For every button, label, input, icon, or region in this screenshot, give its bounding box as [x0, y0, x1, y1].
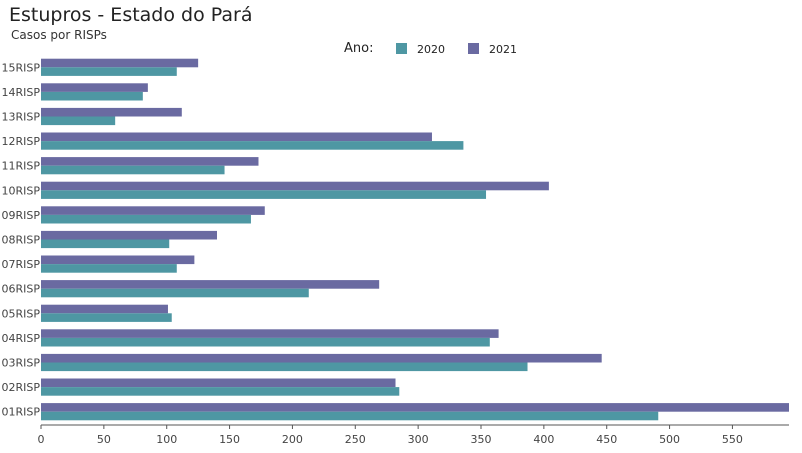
bar-09risp-2021: [41, 206, 265, 215]
bar-13risp-2020: [41, 116, 116, 126]
legend-item-2021[interactable]: 2021: [468, 43, 517, 56]
bar-12risp-2021: [41, 132, 432, 142]
x-tick-label: 250: [345, 433, 366, 446]
bar-13risp-2021: [41, 107, 182, 117]
y-tick-label: 07RISP: [2, 258, 41, 271]
bar-12risp-2020: [41, 141, 464, 150]
bar-14risp-2021: [41, 83, 148, 92]
y-tick-label: 11RISP: [2, 160, 41, 173]
legend-title: Ano:: [344, 41, 374, 56]
y-tick-label: 09RISP: [2, 209, 41, 222]
bar-01risp-2020: [41, 411, 659, 421]
chart-title: Estupros - Estado do Pará: [9, 4, 253, 26]
x-tick-label: 50: [97, 433, 111, 446]
bar-08risp-2021: [41, 230, 217, 240]
y-tick-label: 13RISP: [2, 111, 41, 124]
y-tick-label: 06RISP: [2, 283, 41, 296]
bar-14risp-2020: [41, 91, 143, 101]
y-tick-label: 12RISP: [2, 135, 41, 148]
bar-02risp-2020: [41, 387, 400, 396]
bar-10risp-2021: [41, 181, 549, 191]
x-tick-label: 150: [219, 433, 240, 446]
legend-label-2020: 2020: [417, 43, 445, 56]
bar-04risp-2021: [41, 329, 499, 338]
x-tick-label: 500: [659, 433, 680, 446]
bar-04risp-2020: [41, 337, 490, 347]
x-tick-label: 0: [38, 433, 45, 446]
bar-15risp-2021: [41, 58, 199, 68]
x-tick-label: 450: [596, 433, 617, 446]
x-tick-label: 200: [282, 433, 303, 446]
y-tick-label: 15RISP: [2, 61, 41, 74]
y-tick-label: 08RISP: [2, 234, 41, 247]
bar-07risp-2021: [41, 255, 195, 265]
bar-07risp-2020: [41, 264, 177, 273]
chart-subtitle: Casos por RISPs: [11, 28, 107, 42]
bar-01risp-2021: [41, 403, 789, 412]
x-tick-label: 350: [471, 433, 492, 446]
y-tick-label: 01RISP: [2, 406, 41, 419]
bar-02risp-2021: [41, 378, 396, 388]
bar-03risp-2021: [41, 353, 602, 363]
y-tick-label: 03RISP: [2, 357, 41, 370]
bar-08risp-2020: [41, 239, 170, 249]
bar-10risp-2020: [41, 190, 487, 199]
bar-03risp-2020: [41, 362, 528, 372]
x-tick-label: 100: [156, 433, 177, 446]
x-tick-label: 400: [533, 433, 554, 446]
x-tick-label: 300: [408, 433, 429, 446]
bar-11risp-2020: [41, 165, 225, 175]
legend-label-2021: 2021: [489, 43, 517, 56]
y-tick-label: 02RISP: [2, 381, 41, 394]
y-tick-label: 14RISP: [2, 86, 41, 99]
y-tick-label: 04RISP: [2, 332, 41, 345]
legend-swatch-2020: [396, 43, 407, 54]
legend-swatch-2021: [468, 43, 479, 54]
x-tick-label: 550: [722, 433, 743, 446]
bar-05risp-2021: [41, 304, 168, 314]
y-tick-label: 05RISP: [2, 307, 41, 320]
bar-15risp-2020: [41, 67, 177, 76]
y-tick-label: 10RISP: [2, 184, 41, 197]
bar-09risp-2020: [41, 214, 251, 224]
bar-06risp-2020: [41, 288, 309, 298]
bar-05risp-2020: [41, 313, 172, 322]
bar-11risp-2021: [41, 157, 259, 166]
legend-item-2020[interactable]: 2020: [396, 43, 445, 56]
bar-06risp-2021: [41, 280, 380, 289]
